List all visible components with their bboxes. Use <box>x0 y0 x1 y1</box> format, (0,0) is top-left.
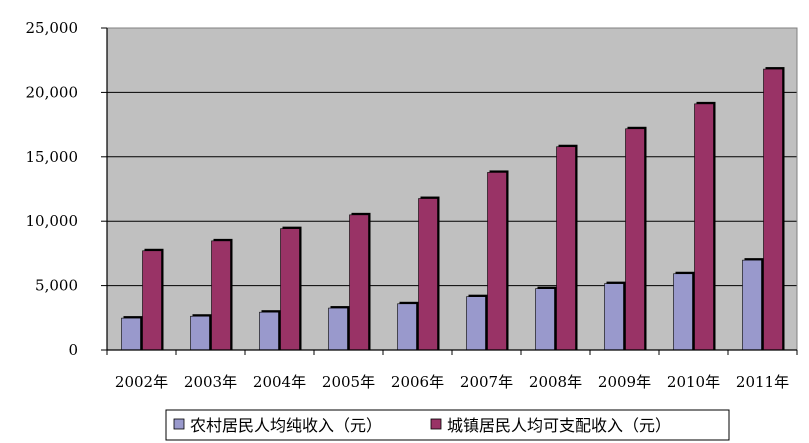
bar-urban <box>556 146 576 351</box>
bar-rural <box>397 303 417 351</box>
y-axis-ticks: 0 5,000 10,000 15,000 20,000 25,000 <box>26 19 107 359</box>
bar-urban <box>280 228 300 351</box>
y-tick-label: 25,000 <box>26 19 79 37</box>
y-tick-label: 20,000 <box>26 83 79 101</box>
x-tick-label: 2006年 <box>391 373 444 391</box>
legend-swatch <box>173 418 185 430</box>
bar-urban <box>625 128 645 351</box>
bar-urban <box>142 250 162 351</box>
legend-box <box>165 409 730 441</box>
bar-urban <box>487 172 507 351</box>
bar-urban <box>418 198 438 351</box>
x-axis-ticks: 2002年 2003年 2004年 2005年 2006年 2007年 2008年 2009年… <box>106 350 798 391</box>
bar-rural <box>121 317 141 351</box>
x-tick-label: 2009年 <box>598 373 651 391</box>
y-tick-label: 15,000 <box>26 148 79 166</box>
bar-rural <box>190 315 210 351</box>
bar-urban <box>211 240 231 351</box>
x-tick-label: 2002年 <box>115 373 168 391</box>
legend-swatch <box>430 418 442 430</box>
x-tick-label: 2011年 <box>736 373 789 391</box>
bar-urban <box>763 68 783 351</box>
x-tick-label: 2008年 <box>529 373 582 391</box>
bar-rural <box>328 307 348 351</box>
legend-label: 农村居民人均纯收入（元） <box>190 416 382 435</box>
bar-rural <box>742 259 762 351</box>
bar-rural <box>259 311 279 351</box>
x-tick-label: 2003年 <box>184 373 237 391</box>
x-tick-label: 2004年 <box>253 373 306 391</box>
y-tick-label: 10,000 <box>26 212 79 230</box>
bar-rural <box>673 273 693 351</box>
y-tick-label: 0 <box>68 341 78 359</box>
bar-rural <box>535 288 555 351</box>
bar-urban <box>349 214 369 351</box>
bar-rural <box>604 283 624 351</box>
legend-label: 城镇居民人均可支配收入（元） <box>447 416 671 435</box>
legend: 农村居民人均纯收入（元） 城镇居民人均可支配收入（元） <box>165 409 730 441</box>
x-tick-label: 2007年 <box>460 373 513 391</box>
x-tick-label: 2005年 <box>322 373 375 391</box>
bars <box>121 67 785 351</box>
bar-urban <box>694 103 714 351</box>
bar-rural <box>466 296 486 351</box>
y-tick-label: 5,000 <box>35 277 78 295</box>
x-tick-label: 2010年 <box>667 373 720 391</box>
